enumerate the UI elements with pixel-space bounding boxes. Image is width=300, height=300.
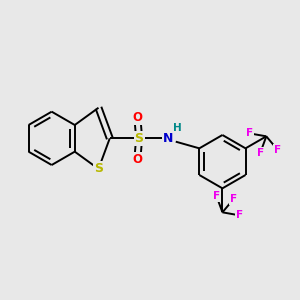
Text: O: O bbox=[132, 152, 142, 166]
Text: S: S bbox=[135, 132, 144, 145]
Text: F: F bbox=[213, 191, 220, 201]
Text: O: O bbox=[132, 111, 142, 124]
Text: F: F bbox=[236, 210, 243, 220]
Text: F: F bbox=[230, 194, 237, 204]
Text: H: H bbox=[173, 123, 182, 133]
Text: N: N bbox=[163, 132, 174, 145]
Text: F: F bbox=[246, 128, 253, 138]
Text: F: F bbox=[257, 148, 264, 158]
Text: F: F bbox=[274, 145, 281, 154]
Text: S: S bbox=[94, 162, 103, 176]
